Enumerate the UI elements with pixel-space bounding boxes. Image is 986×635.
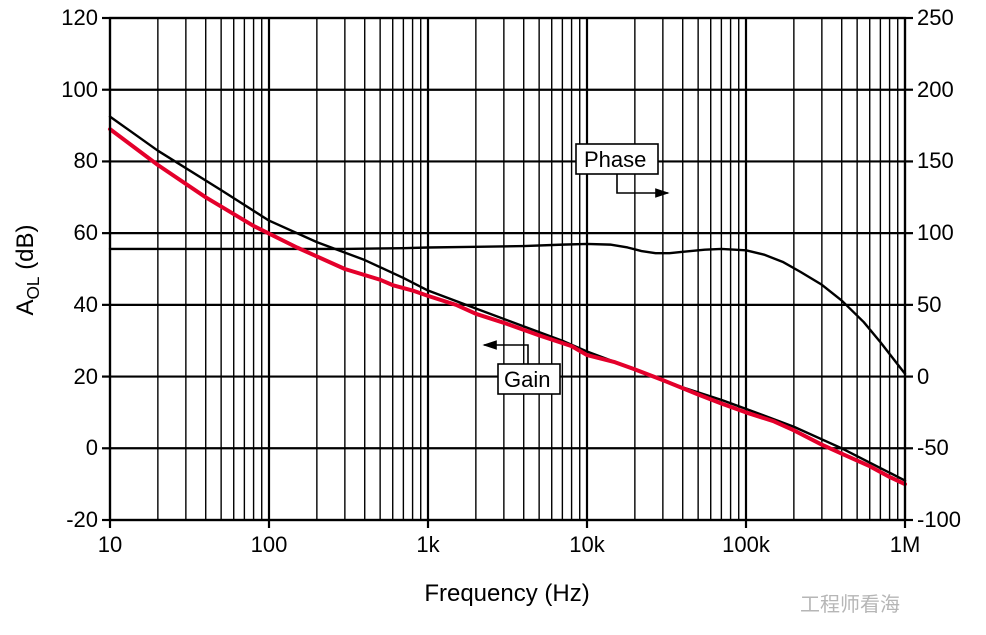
x-axis-label: Frequency (Hz) bbox=[424, 580, 589, 608]
watermark-text: 工程师看海 bbox=[800, 588, 900, 617]
y-left-tick: 40 bbox=[74, 292, 98, 318]
x-tick: 100 bbox=[251, 532, 288, 558]
y-left-tick: 100 bbox=[61, 77, 98, 103]
y-left-tick: -20 bbox=[66, 507, 98, 533]
y-right-tick: -100 bbox=[917, 507, 961, 533]
y-right-tick: 150 bbox=[917, 148, 954, 174]
y-right-tick: 100 bbox=[917, 220, 954, 246]
y-left-tick: 0 bbox=[86, 435, 98, 461]
y-left-label-prefix: A bbox=[12, 300, 39, 316]
y-left-tick: 20 bbox=[74, 364, 98, 390]
y-axis-left-label: AOL (dB) bbox=[12, 224, 44, 315]
annotation-phase-label: Phase bbox=[584, 147, 646, 173]
x-tick: 10 bbox=[98, 532, 122, 558]
annotation-gain-label: Gain bbox=[504, 367, 550, 393]
y-left-label-suffix: (dB) bbox=[12, 224, 39, 276]
y-left-tick: 80 bbox=[74, 148, 98, 174]
y-left-tick: 120 bbox=[61, 5, 98, 31]
bode-plot-chart: AOL (dB) Frequency (Hz) -200204060801001… bbox=[0, 0, 986, 635]
x-tick: 100k bbox=[722, 532, 770, 558]
y-right-tick: -50 bbox=[917, 435, 949, 461]
x-tick: 10k bbox=[569, 532, 604, 558]
y-right-tick: 200 bbox=[917, 77, 954, 103]
y-left-tick: 60 bbox=[74, 220, 98, 246]
y-right-tick: 50 bbox=[917, 292, 941, 318]
x-tick: 1k bbox=[416, 532, 439, 558]
y-left-label-sub: OL bbox=[23, 276, 43, 299]
chart-svg bbox=[0, 0, 986, 635]
y-right-tick: 0 bbox=[917, 364, 929, 390]
y-right-tick: 250 bbox=[917, 5, 954, 31]
x-tick: 1M bbox=[890, 532, 921, 558]
